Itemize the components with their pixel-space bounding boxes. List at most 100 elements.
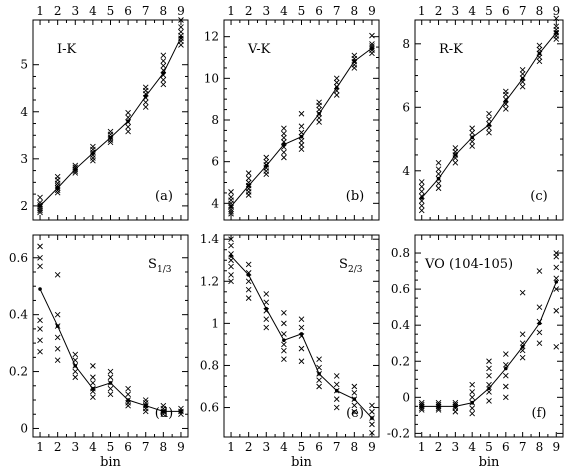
x-tick-label-top: 9	[552, 4, 560, 18]
panel-label: I-K	[57, 42, 77, 57]
x-tick-label-top: 3	[71, 4, 79, 18]
scatter-point	[142, 397, 149, 403]
scatter-point	[369, 421, 375, 428]
x-tick-label: 2	[435, 440, 443, 454]
x-tick-label: 8	[536, 440, 544, 454]
x-tick-label: 9	[177, 440, 185, 454]
scatter-point	[54, 311, 61, 318]
scatter-point	[107, 391, 114, 398]
x-tick-label-top: 2	[54, 4, 62, 18]
scatter-point	[281, 331, 287, 337]
median-point	[554, 30, 559, 35]
x-tick-label: 2	[54, 440, 62, 454]
scatter-point	[486, 358, 492, 365]
scatter-point	[553, 264, 560, 271]
median-point	[487, 122, 491, 127]
y-tick-label: 0.2	[391, 354, 410, 368]
scatter-point	[281, 149, 287, 156]
median-point	[108, 135, 113, 140]
scatter-point	[142, 84, 149, 91]
y-tick-label: 4	[20, 105, 28, 119]
scatter-point	[281, 347, 287, 354]
x-tick-label: 7	[519, 440, 527, 454]
scatter-point	[228, 210, 234, 217]
y-tick-label: 6	[211, 155, 219, 169]
median-point	[246, 273, 251, 277]
scatter-point	[418, 202, 425, 209]
y-tick-label: 6	[402, 100, 410, 114]
scatter-point	[418, 198, 425, 204]
scatter-point	[536, 268, 543, 274]
scatter-point	[245, 278, 252, 285]
scatter-point	[333, 396, 340, 402]
x-tick-label-top: 8	[536, 4, 544, 18]
scatter-point	[298, 110, 305, 117]
scatter-point	[90, 380, 96, 386]
x-tick-label-top: 4	[468, 4, 476, 18]
scatter-point	[54, 173, 61, 180]
scatter-point	[54, 187, 61, 194]
scatter-point	[351, 389, 358, 396]
x-tick-label: 8	[351, 440, 359, 454]
scatter-point	[298, 345, 305, 352]
scatter-point	[502, 88, 509, 95]
x-tick-label-top: 1	[227, 4, 235, 18]
median-point	[352, 397, 357, 401]
x-tick-label-top: 8	[160, 4, 168, 18]
median-line	[39, 37, 182, 207]
scatter-point	[228, 272, 234, 278]
x-tick-label: 5	[485, 440, 493, 454]
scatter-point	[125, 128, 131, 135]
y-tick-label: 4	[211, 196, 219, 210]
scatter-point	[263, 316, 270, 322]
scatter-point	[519, 83, 526, 90]
scatter-point	[281, 130, 287, 137]
x-tick-label: 7	[142, 440, 150, 454]
scatter-point	[263, 154, 270, 161]
y-tick-label: 0.6	[200, 401, 219, 415]
scatter-point	[54, 357, 61, 364]
scatter-point	[54, 334, 61, 341]
median-point	[179, 35, 183, 40]
scatter-point	[90, 374, 96, 381]
median-point	[370, 46, 374, 50]
scatter-point	[452, 399, 459, 406]
scatter-point	[245, 295, 252, 301]
scatter-point	[469, 389, 476, 395]
scatter-point	[536, 329, 543, 336]
scatter-point	[125, 402, 131, 409]
y-tick-label: 1	[211, 316, 219, 330]
y-tick-label: 0.4	[391, 318, 410, 332]
panel-tag: (b)	[346, 189, 364, 204]
median-line	[39, 288, 181, 412]
panel-tag: (d)	[155, 406, 173, 421]
scatter-point	[553, 275, 560, 282]
median-point	[334, 388, 339, 393]
median-point	[436, 404, 441, 409]
scatter-point	[37, 243, 43, 250]
scatter-point	[486, 372, 492, 379]
scatter-point	[125, 109, 131, 116]
x-tick-label-top: 2	[435, 4, 443, 18]
scatter-point	[90, 155, 96, 161]
panel-tag: (a)	[155, 189, 173, 204]
scatter-point	[125, 385, 131, 392]
scatter-point	[351, 383, 358, 390]
median-point	[55, 324, 60, 328]
scatter-point	[369, 408, 375, 415]
scatter-point	[263, 299, 270, 306]
scatter-point	[107, 374, 114, 381]
scatter-point	[298, 142, 305, 148]
scatter-point	[435, 166, 442, 173]
median-point	[229, 254, 233, 258]
median-point	[537, 321, 542, 326]
y-tick-label: 3	[20, 152, 28, 166]
median-point	[143, 94, 148, 99]
scatter-point	[37, 263, 43, 270]
median-point	[108, 381, 113, 385]
scatter-point	[333, 404, 340, 411]
median-point	[264, 164, 269, 168]
scatter-point	[281, 341, 287, 348]
scatter-point	[281, 144, 287, 150]
